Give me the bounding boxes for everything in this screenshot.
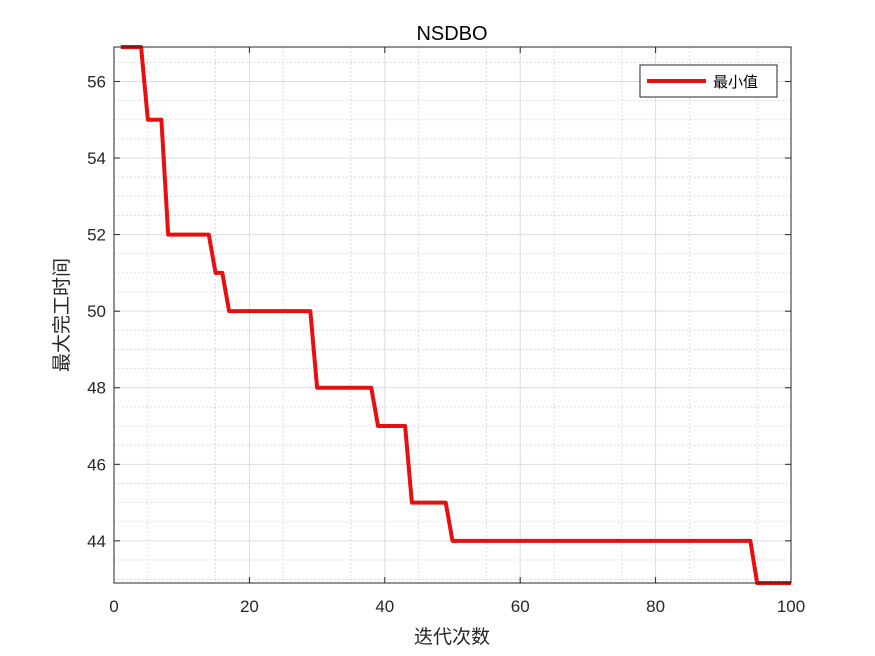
y-tick-labels: 44 46 48 50 52 54 56 [87,72,106,550]
major-grid [114,47,791,583]
minor-grid [114,47,791,583]
y-tick-label: 46 [87,455,106,474]
y-tick-label: 54 [87,149,106,168]
x-tick-label: 0 [109,597,118,616]
legend-entry-label: 最小值 [713,73,758,91]
x-tick-labels: 0 20 40 60 80 100 [109,597,805,616]
x-tick-label: 100 [777,597,805,616]
tick-marks [113,47,792,583]
plot-area [114,47,791,583]
x-tick-label: 40 [375,597,394,616]
y-tick-label: 50 [87,302,106,321]
y-tick-label: 44 [87,532,106,551]
chart-title: NSDBO [416,23,487,45]
y-axis-label: 最大完工时间 [51,258,73,372]
x-tick-label: 20 [240,597,259,616]
x-axis-label: 迭代次数 [414,626,490,648]
legend: 最小值 [639,64,778,98]
series-line-0 [120,45,791,585]
x-tick-label: 60 [511,597,530,616]
y-tick-label: 56 [87,72,106,91]
axes-box [113,46,792,584]
y-tick-label: 52 [87,226,106,245]
series-layer [120,45,791,585]
x-tick-label: 80 [646,597,665,616]
y-tick-label: 48 [87,379,106,398]
